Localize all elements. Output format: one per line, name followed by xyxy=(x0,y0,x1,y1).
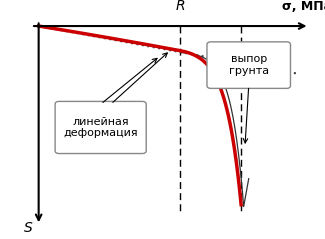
Text: σ, МПа: σ, МПа xyxy=(282,0,325,13)
Text: S: S xyxy=(24,222,33,235)
FancyBboxPatch shape xyxy=(55,101,146,153)
Text: R: R xyxy=(176,0,185,13)
FancyBboxPatch shape xyxy=(207,42,291,88)
Text: линейная
деформация: линейная деформация xyxy=(63,117,138,138)
Text: выпор
грунта: выпор грунта xyxy=(229,54,269,76)
